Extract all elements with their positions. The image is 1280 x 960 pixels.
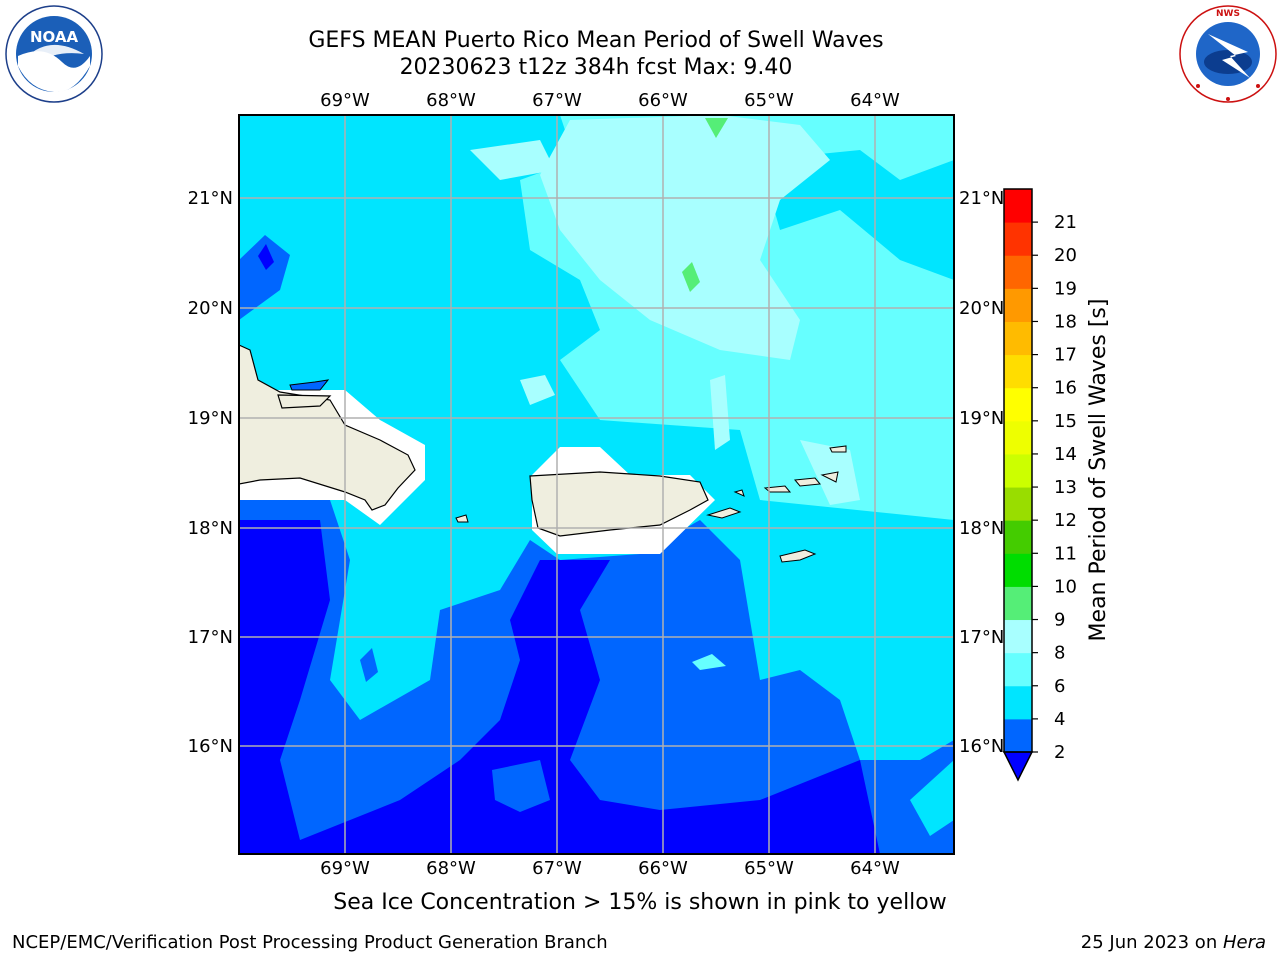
colorbar-swatch: [1004, 222, 1032, 256]
hispaniola: [239, 344, 416, 511]
lon-label-bottom: 64°W: [850, 858, 900, 879]
footer-date-text: 25 Jun 2023 on: [1080, 932, 1223, 953]
colorbar-swatch: [1004, 255, 1032, 289]
lon-label-top: 66°W: [638, 90, 688, 111]
map-field: [239, 115, 954, 854]
colorbar-swatch: [1004, 520, 1032, 554]
footer-date: 25 Jun 2023 on Hera: [1081, 932, 1266, 953]
colorbar-tick-label: 11: [1054, 543, 1077, 564]
colorbar-swatch: [1004, 685, 1032, 720]
colorbar-swatch: [1004, 420, 1032, 455]
colorbar: 2 4 6 8 9 10 11 12 13 14 15 16 17 18 19 20 21: [1002, 188, 1077, 782]
lat-label-left: 19°N: [188, 408, 233, 429]
noaa-logo-text: NOAA: [30, 28, 79, 46]
colorbar-swatch: [1004, 387, 1032, 422]
lon-label-bottom: 66°W: [638, 858, 688, 879]
colorbar-swatch: [1004, 553, 1032, 587]
colorbar-tick-label: 8: [1054, 643, 1065, 664]
colorbar-tick-label: 19: [1054, 278, 1077, 299]
lat-label-right: 18°N: [959, 518, 1004, 539]
colorbar-tick-label: 16: [1054, 378, 1077, 399]
lon-labels: 69°W 68°W 67°W 66°W 65°W 64°W 69°W 68°W …: [320, 90, 900, 879]
sea-ice-note: Sea Ice Concentration > 15% is shown in …: [333, 890, 947, 915]
colorbar-tick-label: 14: [1054, 444, 1077, 465]
colorbar-frame: [1003, 188, 1033, 753]
lat-label-right: 21°N: [959, 188, 1004, 209]
colorbar-tick-label: 6: [1054, 676, 1065, 697]
nws-logo: NWS: [1179, 5, 1277, 103]
colorbar-tick-label: 15: [1054, 411, 1077, 432]
colorbar-swatch: [1004, 288, 1032, 322]
colorbar-tick-label: 18: [1054, 311, 1077, 332]
colorbar-tick-label: 13: [1054, 477, 1077, 498]
colorbar-under-arrow: [1002, 751, 1034, 782]
lat-label-right: 19°N: [959, 408, 1004, 429]
lat-label-left: 17°N: [188, 627, 233, 648]
field-9-10: [705, 118, 728, 138]
lat-lon-grid: [239, 115, 954, 854]
footer-host: Hera: [1222, 932, 1266, 953]
colorbar-tick-label: 4: [1054, 709, 1065, 730]
lat-label-right: 17°N: [959, 627, 1004, 648]
lat-label-right: 16°N: [959, 736, 1004, 757]
colorbar-swatch: [1004, 652, 1032, 687]
field-8-9: [540, 115, 830, 360]
chart-subtitle: 20230623 t12z 384h fcst Max: 9.40: [399, 55, 793, 80]
colorbar-tick-label: 9: [1054, 610, 1065, 631]
lon-label-bottom: 65°W: [744, 858, 794, 879]
field-under-2: [239, 520, 880, 854]
lat-label-right: 20°N: [959, 298, 1004, 319]
chart-title: GEFS MEAN Puerto Rico Mean Period of Swe…: [308, 28, 884, 53]
lon-label-top: 65°W: [744, 90, 794, 111]
lon-label-bottom: 69°W: [320, 858, 370, 879]
colorbar-swatch: [1004, 586, 1032, 621]
colorbar-label: Mean Period of Swell Waves [s]: [1086, 299, 1111, 642]
lon-label-top: 64°W: [850, 90, 900, 111]
colorbar-swatch: [1004, 354, 1032, 389]
colorbar-tick-label: 17: [1054, 345, 1077, 366]
map-frame: [238, 114, 955, 855]
lon-label-top: 68°W: [426, 90, 476, 111]
lat-labels: 21°N 20°N 19°N 18°N 17°N 16°N 21°N 20°N …: [188, 188, 1005, 757]
colorbar-tick-label: 2: [1054, 742, 1065, 763]
lat-label-left: 16°N: [188, 736, 233, 757]
lon-label-top: 67°W: [532, 90, 582, 111]
st-croix: [779, 549, 817, 563]
footer-credit: NCEP/EMC/Verification Post Processing Pr…: [12, 932, 608, 953]
colorbar-tick-label: 20: [1054, 245, 1077, 266]
colorbar-tick-label: 21: [1054, 212, 1077, 233]
colorbar-tick-label: 12: [1054, 510, 1077, 531]
lat-label-left: 18°N: [188, 518, 233, 539]
lat-label-left: 20°N: [188, 298, 233, 319]
colorbar-swatch: [1004, 189, 1032, 223]
colorbar-swatch: [1004, 453, 1032, 488]
colorbar-swatch: [1004, 487, 1032, 521]
svg-text:NWS: NWS: [1216, 9, 1240, 19]
colorbar-swatch: [1004, 321, 1032, 356]
noaa-logo: NOAA: [5, 5, 103, 103]
colorbar-swatch: [1004, 718, 1032, 753]
lon-label-bottom: 68°W: [426, 858, 476, 879]
lat-label-left: 21°N: [188, 188, 233, 209]
colorbar-tick-label: 10: [1054, 576, 1077, 597]
lon-label-top: 69°W: [320, 90, 370, 111]
colorbar-swatch: [1004, 619, 1032, 654]
lon-label-bottom: 67°W: [532, 858, 582, 879]
